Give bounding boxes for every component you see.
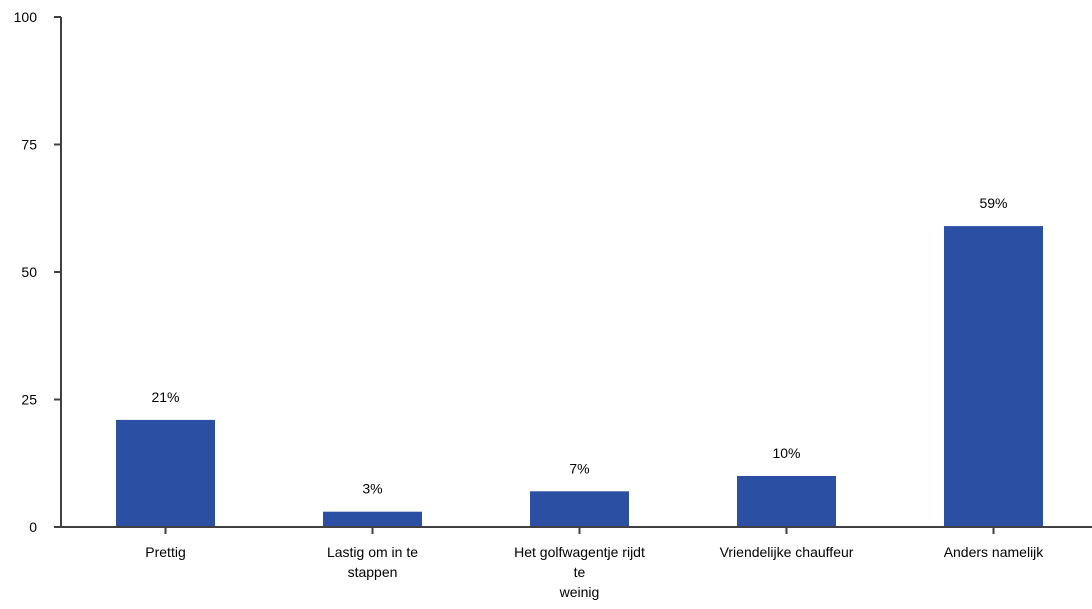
y-tick-label: 75 — [21, 137, 37, 153]
x-tick-label: stappen — [348, 564, 398, 580]
data-label: 59% — [979, 195, 1007, 211]
y-tick-label: 50 — [21, 264, 37, 280]
data-labels-group: 21% 3% 7% 10% 59% — [151, 195, 1007, 497]
x-tick-label: weinig — [559, 584, 600, 600]
y-tick-label: 25 — [21, 392, 37, 408]
y-tick-label: 0 — [29, 519, 37, 535]
x-ticks-group: Prettig Lastig om in te stappen Het golfwag… — [145, 527, 1045, 600]
bars-group — [116, 226, 1043, 527]
data-label: 3% — [362, 481, 382, 497]
bar — [323, 511, 422, 527]
y-ticks-group: 0 25 50 75 100 — [14, 9, 61, 535]
y-tick-label: 100 — [14, 9, 38, 25]
x-tick-label: te — [574, 564, 586, 580]
data-label: 10% — [772, 445, 800, 461]
x-tick-label: Lastig om in te — [327, 544, 418, 560]
x-tick-label: Het golfwagentje rijdt — [514, 544, 645, 560]
bar — [737, 476, 836, 527]
x-tick-label: Vriendelijke chauffeur — [720, 544, 854, 560]
bar — [944, 226, 1043, 527]
data-label: 21% — [151, 389, 179, 405]
data-label: 7% — [569, 460, 589, 476]
x-tick-label: Anders namelijk — [944, 544, 1045, 560]
bar — [116, 419, 215, 527]
bar — [530, 491, 629, 527]
x-tick-label: Prettig — [145, 544, 185, 560]
